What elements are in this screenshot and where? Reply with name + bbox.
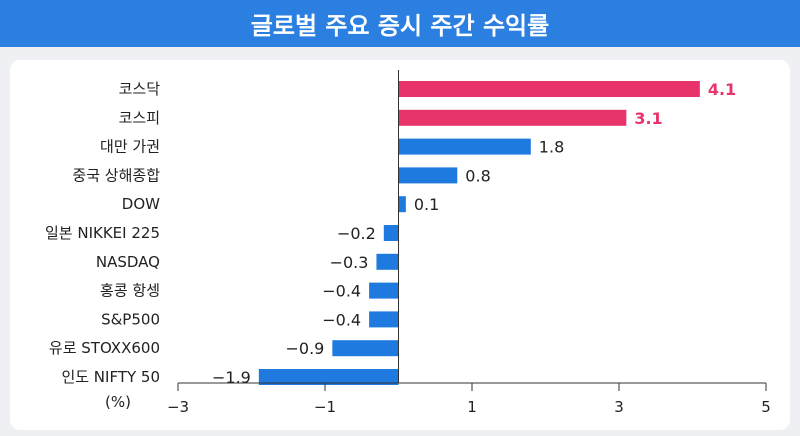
bar [369,311,399,328]
bar [376,253,399,270]
bar [332,340,399,357]
value-label: −0.3 [330,253,369,272]
value-label: 0.8 [465,166,490,185]
bar-chart: 코스닥 4.1 코스피 3.1 대만 가권 1.8 중국 상해종합 0.8 DOW 0.1 일본 N… [45,70,771,416]
category-label: 코스피 [119,109,160,127]
bar [369,282,399,299]
x-tick-label: 1 [467,398,477,416]
value-label: 3.1 [634,109,662,128]
x-tick-label: 5 [761,398,771,416]
category-label: 일본 NIKKEI 225 [45,224,160,242]
value-label: −0.9 [285,339,324,358]
title-banner: 글로벌 주요 증시 주간 수익률 [0,0,800,47]
value-label: 4.1 [708,80,736,99]
value-label: 0.1 [414,195,439,214]
category-label: DOW [122,195,160,213]
category-label: 인도 NIFTY 50 [61,368,160,386]
bar [398,167,458,184]
category-label: 유로 STOXX600 [49,339,160,357]
bar [398,109,627,126]
category-label: 중국 상해종합 [72,166,160,184]
chart-panel: 코스닥 4.1 코스피 3.1 대만 가권 1.8 중국 상해종합 0.8 DOW 0.1 일본 N… [10,60,790,430]
bar [398,196,406,213]
bar [398,81,700,97]
category-label: 대만 가권 [100,138,160,156]
value-label: −1.9 [212,368,251,387]
category-label: NASDAQ [96,253,160,271]
x-tick-label: 3 [614,398,624,416]
value-label: −0.2 [337,224,376,243]
chart-title: 글로벌 주요 증시 주간 수익률 [250,12,550,40]
value-label: −0.4 [322,310,361,329]
bar [258,369,399,385]
x-tick-label: −1 [314,398,336,416]
bar [398,138,531,155]
x-axis-unit-label: (%) [105,393,131,411]
value-label: 1.8 [539,138,564,157]
value-label: −0.4 [322,282,361,301]
x-tick-label: −3 [167,398,189,416]
category-label: 홍콩 항셍 [100,282,160,300]
category-label: 코스닥 [119,80,161,98]
bar [383,225,399,241]
category-label: S&P500 [101,310,160,328]
